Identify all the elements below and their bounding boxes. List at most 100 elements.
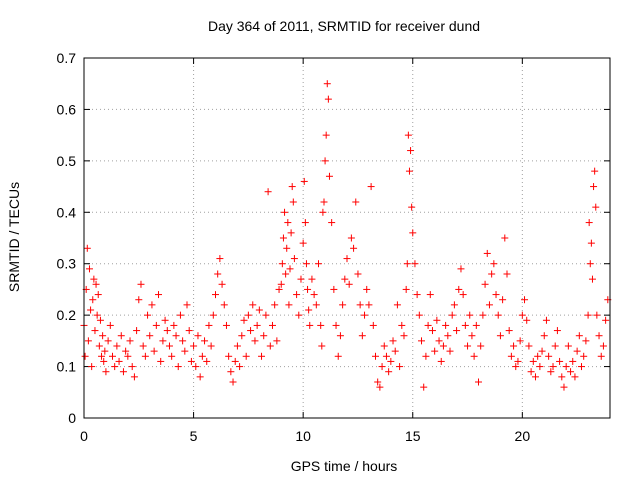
data-point — [470, 352, 478, 360]
data-point — [101, 347, 109, 355]
data-point — [240, 316, 248, 324]
data-point — [408, 203, 416, 211]
data-point — [233, 342, 241, 350]
data-point — [374, 378, 382, 386]
data-point — [139, 342, 147, 350]
data-point — [264, 188, 272, 196]
data-point — [89, 296, 97, 304]
data-point — [352, 198, 360, 206]
x-tick-label: 20 — [515, 428, 531, 444]
data-point — [165, 342, 173, 350]
data-point — [545, 352, 553, 360]
data-point — [290, 255, 298, 263]
data-point — [284, 219, 292, 227]
data-point — [181, 347, 189, 355]
data-point — [277, 280, 285, 288]
data-point — [551, 342, 559, 350]
data-point — [595, 332, 603, 340]
data-point — [499, 296, 507, 304]
data-point — [220, 301, 228, 309]
data-point — [446, 347, 454, 355]
data-point — [273, 337, 281, 345]
data-point — [227, 368, 235, 376]
data-point — [163, 327, 171, 335]
data-point — [592, 203, 600, 211]
data-point — [569, 357, 577, 365]
data-point — [194, 332, 202, 340]
data-point — [586, 260, 594, 268]
data-point — [521, 296, 529, 304]
data-point — [590, 183, 598, 191]
data-point — [422, 352, 430, 360]
data-point — [133, 327, 141, 335]
data-point — [444, 332, 452, 340]
data-point — [244, 311, 252, 319]
data-point — [187, 357, 195, 365]
data-point — [100, 357, 108, 365]
data-point — [249, 301, 257, 309]
data-point — [516, 337, 524, 345]
data-point — [295, 311, 303, 319]
data-point — [402, 285, 410, 293]
data-point — [437, 357, 445, 365]
data-point — [106, 321, 114, 329]
y-tick-label: 0.7 — [57, 50, 77, 66]
data-point — [302, 260, 310, 268]
data-point — [553, 327, 561, 335]
data-point — [485, 301, 493, 309]
data-point — [209, 311, 217, 319]
y-tick-label: 0.4 — [57, 204, 77, 220]
y-tick-label: 0.2 — [57, 307, 77, 323]
data-point — [404, 131, 412, 139]
data-point — [301, 219, 309, 227]
data-point — [560, 383, 568, 391]
data-point — [339, 301, 347, 309]
data-point — [578, 363, 586, 371]
data-point — [512, 363, 520, 371]
data-point — [172, 332, 180, 340]
data-point — [396, 363, 404, 371]
data-point — [343, 255, 351, 263]
data-point — [385, 368, 393, 376]
data-point — [518, 311, 526, 319]
data-point — [534, 352, 542, 360]
data-point — [155, 291, 163, 299]
data-point — [262, 311, 270, 319]
data-point — [113, 342, 121, 350]
data-point — [288, 183, 296, 191]
data-point — [514, 357, 522, 365]
data-point — [361, 311, 369, 319]
data-point — [323, 80, 331, 88]
data-point — [319, 208, 327, 216]
data-point — [540, 332, 548, 340]
data-point — [341, 275, 349, 283]
data-point — [420, 383, 428, 391]
data-point — [376, 383, 384, 391]
data-point — [255, 306, 263, 314]
data-point — [281, 208, 289, 216]
data-point — [203, 357, 211, 365]
data-point — [137, 280, 145, 288]
data-point — [146, 332, 154, 340]
data-point — [439, 342, 447, 350]
data-point — [161, 316, 169, 324]
axis-ticks — [83, 57, 610, 419]
data-point — [363, 285, 371, 293]
plot-frame — [83, 57, 611, 419]
data-point — [308, 275, 316, 283]
data-point — [496, 332, 504, 340]
data-point — [345, 280, 353, 288]
data-point — [124, 352, 132, 360]
data-point — [464, 342, 472, 350]
data-point — [183, 301, 191, 309]
data-point — [356, 301, 364, 309]
data-point — [507, 352, 515, 360]
data-point — [510, 342, 518, 350]
data-point — [562, 363, 570, 371]
data-point — [159, 337, 167, 345]
data-point — [304, 285, 312, 293]
data-point — [122, 347, 130, 355]
data-point — [216, 255, 224, 263]
data-point — [98, 352, 106, 360]
data-point — [457, 265, 465, 273]
